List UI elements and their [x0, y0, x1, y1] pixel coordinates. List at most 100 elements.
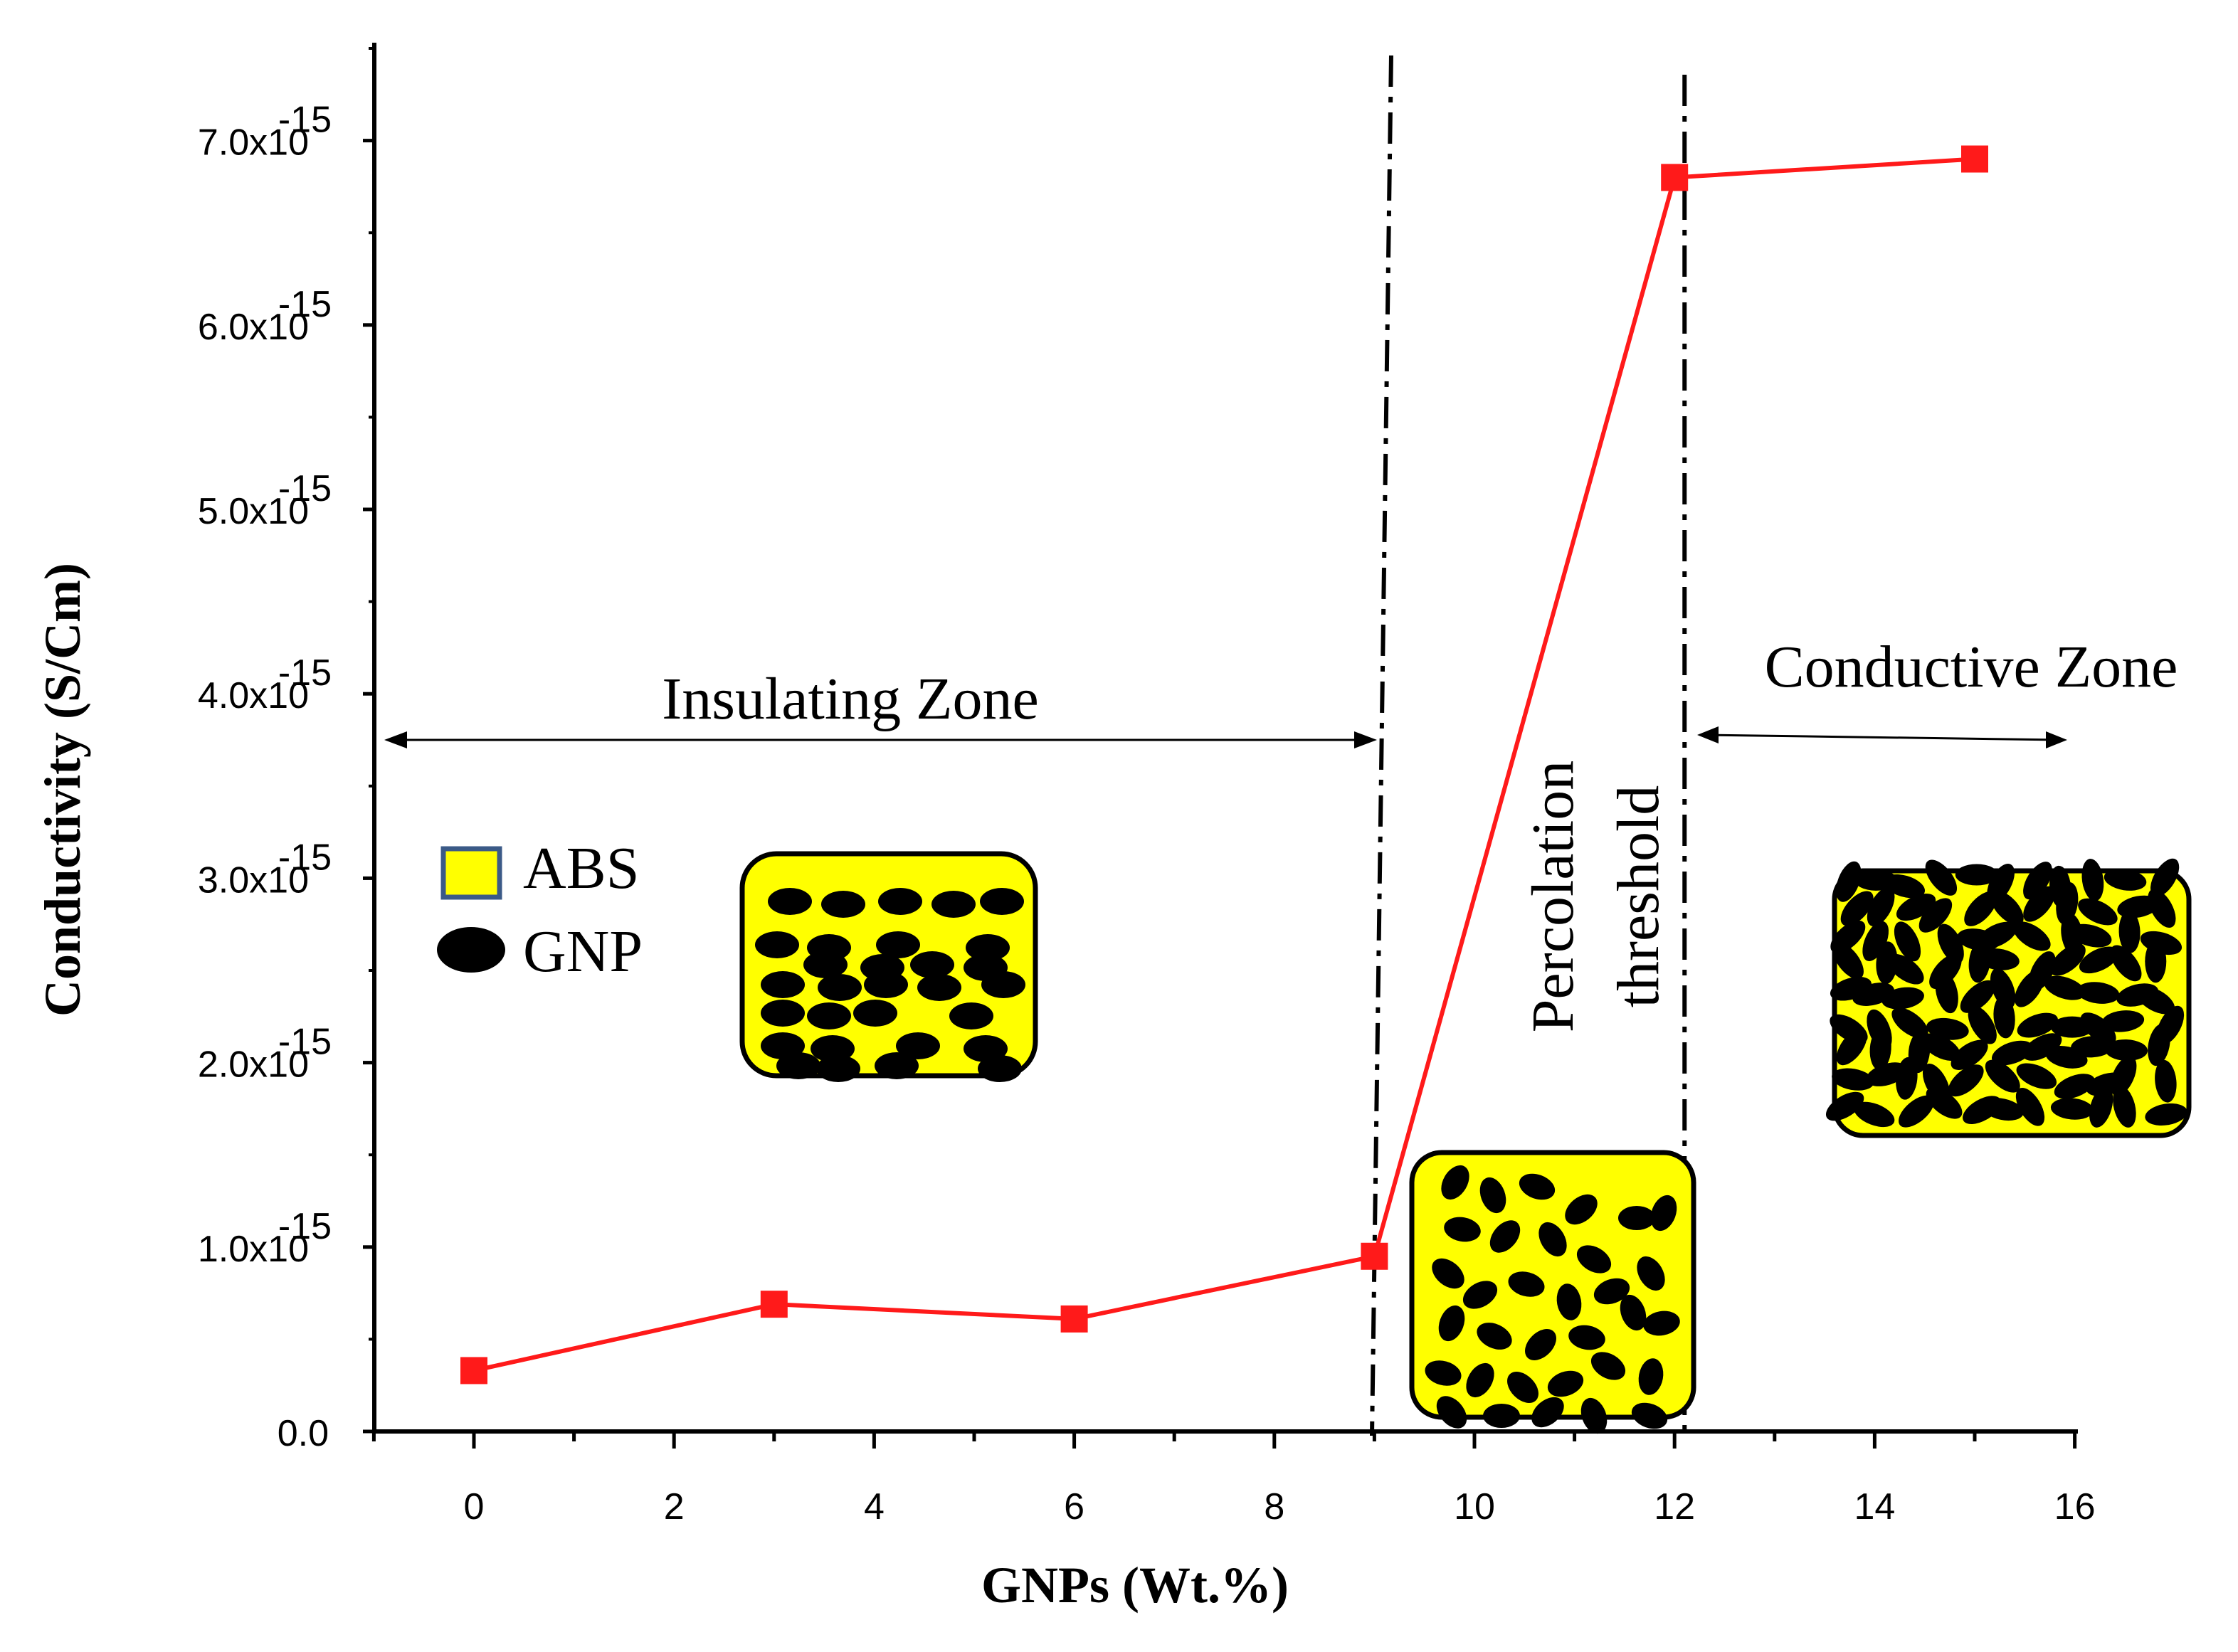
gnp-particle — [1990, 890, 2024, 926]
gnp-particle — [1531, 1397, 1564, 1428]
gnp-particle — [1948, 1064, 1984, 1097]
gnp-particle — [1825, 1091, 1864, 1121]
gnp-particle — [2113, 1086, 2136, 1128]
gnp-particle — [1832, 942, 1864, 980]
gnp-particle — [2012, 921, 2051, 951]
x-tick-label: 2 — [664, 1486, 685, 1527]
gnp-particle — [1638, 1358, 1664, 1395]
gnp-particle — [1899, 1095, 1934, 1128]
series-line — [473, 157, 1975, 1373]
gnp-particle — [1993, 995, 2015, 1039]
gnp-particle — [917, 974, 961, 1001]
gnp-particle — [2044, 975, 2086, 1000]
data-point-marker — [1060, 1305, 1088, 1333]
gnp-particle — [1869, 1027, 1891, 1071]
y-tick-exponent: -15 — [278, 284, 332, 325]
insulating-zone-label: Insulating Zone — [662, 666, 1039, 732]
threshold-line-9 — [1370, 55, 1393, 1436]
gnp-particle — [1891, 1007, 1928, 1039]
gnp-particle — [1508, 1271, 1545, 1297]
y-tick-exponent: -15 — [278, 837, 332, 878]
gnp-particle — [1854, 1101, 1895, 1128]
y-tick-label: 6.0x10 — [198, 307, 309, 348]
gnp-particle — [2118, 910, 2141, 953]
gnp-particle — [2076, 982, 2120, 1004]
gnp-particle — [1525, 1329, 1556, 1360]
gnp-particle — [761, 971, 805, 998]
data-point-marker — [760, 1291, 788, 1318]
y-tick-exponent: -15 — [278, 1022, 332, 1063]
gnp-particle — [2136, 986, 2175, 1015]
gnp-particle — [1836, 1028, 1867, 1066]
x-tick-label: 16 — [2054, 1486, 2096, 1527]
y-axis-title: Conductivity (S/Cm) — [34, 563, 91, 1017]
gnp-particle — [1881, 987, 1924, 1010]
data-point-marker — [1361, 1242, 1388, 1270]
gnp-particle — [910, 951, 954, 978]
y-tick-label: 0.0 — [278, 1413, 329, 1454]
gnp-particle — [803, 951, 848, 978]
gnp-particle — [2069, 923, 2112, 948]
gnp-particle — [1926, 1087, 1963, 1119]
gnp-particle — [1432, 1258, 1464, 1289]
gnp-particle — [980, 888, 1024, 915]
gnp-particle — [1565, 1194, 1598, 1225]
conductive-composite-schematic — [1825, 858, 2192, 1138]
gnp-particle — [853, 1000, 897, 1027]
gnp-particle — [1985, 1059, 2020, 1093]
gnp-particle — [2017, 1012, 2058, 1038]
gnp-particle — [2101, 1010, 2145, 1032]
gnp-particle — [2148, 1023, 2170, 1066]
gnp-particle — [2015, 970, 2044, 1007]
gnp-particle — [2110, 945, 2142, 982]
conductive-zone-label: Conductive Zone — [1765, 634, 2178, 700]
gnp-particle — [768, 888, 812, 915]
gnp-particle — [1590, 1352, 1626, 1380]
gnp-particle — [2023, 862, 2052, 900]
gnp-particle — [755, 931, 799, 958]
gnp-particle — [1968, 1005, 1997, 1044]
gnp-particle — [1576, 1245, 1612, 1274]
y-tick-label: 1.0x10 — [198, 1229, 309, 1270]
gnp-particle — [2145, 940, 2167, 983]
y-ticks: 0.01.0x10-152.0x10-153.0x10-154.0x10-155… — [198, 47, 374, 1454]
gnp-particle — [2150, 858, 2180, 897]
gnp-particle — [2104, 868, 2147, 891]
gnp-particle — [776, 1052, 820, 1079]
y-tick-label: 2.0x10 — [198, 1044, 309, 1086]
gnp-particle — [2015, 1087, 2045, 1126]
gnp-particle — [981, 971, 1025, 998]
x-tick-label: 14 — [1854, 1486, 1895, 1527]
y-tick-exponent: -15 — [278, 100, 332, 141]
gnp-particle — [978, 1055, 1022, 1082]
x-tick-label: 10 — [1454, 1486, 1495, 1527]
gnp-particle — [2105, 1039, 2148, 1061]
y-tick-exponent: -15 — [278, 1206, 332, 1247]
x-axis-title: GNPs (Wt.%) — [981, 1557, 1289, 1614]
insulating-composite-schematic — [739, 851, 1038, 1082]
gnp-particle — [1538, 1222, 1567, 1257]
y-tick-label: 7.0x10 — [198, 122, 309, 164]
gnp-particle — [2110, 1056, 2137, 1096]
gnp-particle — [807, 1002, 851, 1029]
gnp-particle — [2079, 946, 2119, 974]
gnp-particle — [2023, 886, 2056, 922]
gnp-particle — [761, 1000, 805, 1027]
gnp-particle — [1977, 948, 2020, 970]
data-series — [460, 145, 1988, 1384]
gnp-particle — [1441, 1165, 1469, 1200]
gnp-particle — [1519, 1173, 1556, 1200]
gnp-particle — [1650, 1195, 1677, 1232]
gnp-particle — [1886, 953, 1924, 985]
gnp-particle — [1631, 1402, 1668, 1429]
data-point-marker — [460, 1357, 487, 1384]
gnp-particle — [2080, 1012, 2116, 1045]
gnp-particle — [1876, 941, 1898, 985]
x-ticks: 0 2 4 6 8 10 12 14 16 — [371, 1431, 2096, 1527]
gnp-particle — [1992, 1040, 2033, 1066]
gnp-particle — [1867, 887, 1895, 927]
y-tick-exponent: -15 — [278, 468, 332, 509]
gnp-particle — [931, 891, 976, 918]
